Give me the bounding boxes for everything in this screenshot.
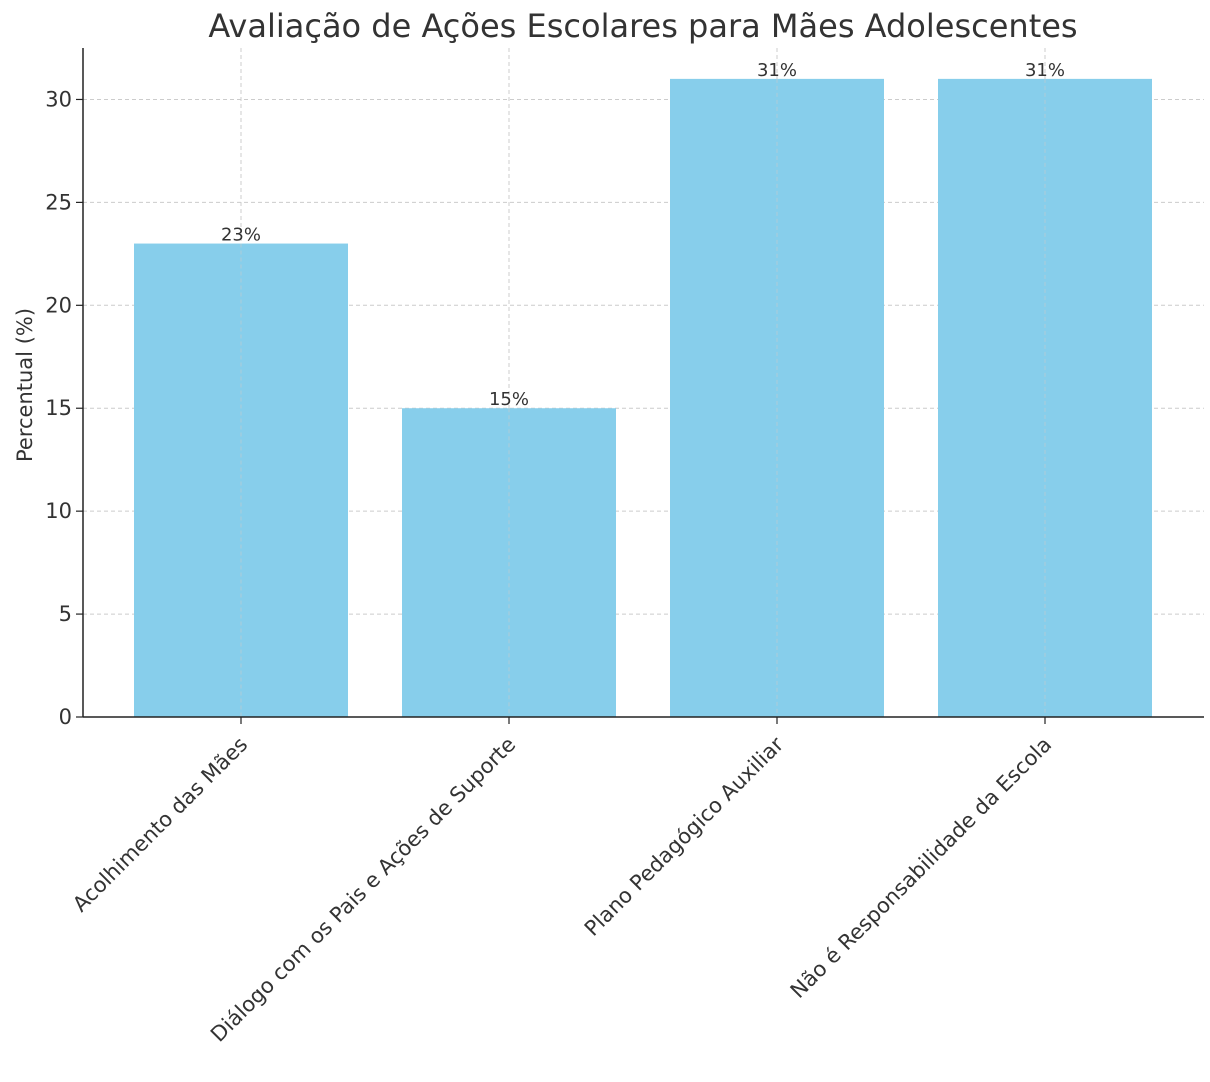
x-tick-label: Não é Responsabilidade da Escola	[786, 732, 1057, 1003]
y-tick-label: 5	[59, 602, 72, 626]
bar-value-label: 31%	[1025, 60, 1065, 81]
y-tick-label: 10	[45, 499, 72, 523]
y-tick-label: 20	[45, 293, 72, 317]
bars-layer	[134, 78, 1152, 718]
y-tick-label: 15	[45, 396, 72, 420]
bar-value-label: 23%	[221, 225, 261, 246]
y-axis-label: Percentual (%)	[13, 308, 37, 462]
y-tick-label: 0	[59, 705, 72, 729]
x-tick-label: Acolhimento das Mães	[68, 732, 252, 916]
y-tick-label: 30	[45, 87, 72, 111]
x-tick-label: Diálogo com os Pais e Ações de Suporte	[206, 732, 520, 1046]
x-tick-label: Plano Pedagógico Auxiliar	[580, 732, 789, 941]
axes-layer	[76, 48, 1204, 724]
bar-value-label: 31%	[757, 60, 797, 81]
y-tick-label: 25	[45, 190, 72, 214]
bar-value-label: 15%	[489, 389, 529, 410]
chart-title: Avaliação de Ações Escolares para Mães A…	[208, 7, 1077, 45]
